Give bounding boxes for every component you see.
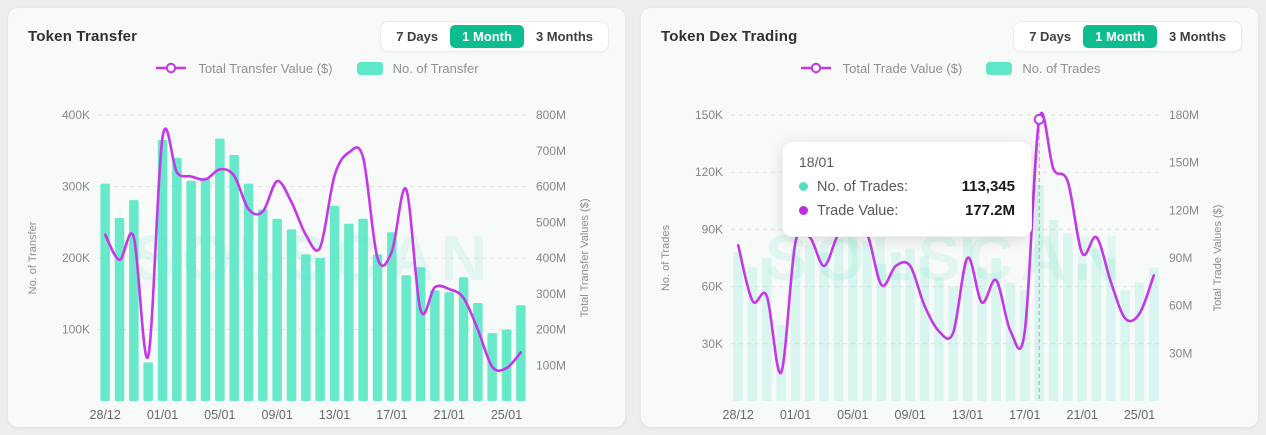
legend-line-label: Total Transfer Value ($)	[198, 60, 333, 76]
svg-text:No. of Transfer: No. of Transfer	[27, 221, 39, 294]
tooltip-row-trades: No. of Trades: 113,345	[799, 178, 1015, 195]
svg-text:400K: 400K	[62, 108, 90, 122]
chart-legend: Total Trade Value ($) No. of Trades	[641, 56, 1258, 80]
tab-3-months[interactable]: 3 Months	[524, 25, 605, 48]
tab-1-month[interactable]: 1 Month	[450, 25, 524, 48]
panel-header: Token Dex Trading 7 Days 1 Month 3 Month…	[641, 8, 1258, 52]
svg-text:100M: 100M	[536, 358, 566, 372]
panel-header: Token Transfer 7 Days 1 Month 3 Months	[8, 8, 625, 52]
svg-text:SOLSCAN: SOLSCAN	[132, 222, 494, 294]
trades-dot-icon	[799, 182, 808, 191]
svg-text:13/01: 13/01	[319, 408, 350, 422]
svg-text:28/12: 28/12	[723, 408, 754, 422]
svg-text:600M: 600M	[536, 180, 566, 194]
bar-legend-marker	[986, 61, 1013, 75]
svg-text:400M: 400M	[536, 251, 566, 265]
svg-text:Total Transfer Values ($): Total Transfer Values ($)	[579, 198, 591, 317]
page-title: Token Dex Trading	[661, 28, 798, 45]
svg-text:60K: 60K	[702, 280, 723, 294]
tab-1-month[interactable]: 1 Month	[1083, 25, 1157, 48]
svg-text:17/01: 17/01	[1009, 408, 1040, 422]
svg-text:180M: 180M	[1169, 108, 1199, 122]
svg-text:500M: 500M	[536, 215, 566, 229]
svg-text:28/12: 28/12	[90, 408, 121, 422]
svg-text:120M: 120M	[1169, 203, 1199, 217]
range-tabs: 7 Days 1 Month 3 Months	[1013, 21, 1242, 52]
svg-text:05/01: 05/01	[204, 408, 235, 422]
svg-text:17/01: 17/01	[376, 408, 407, 422]
tooltip-date: 18/01	[799, 154, 835, 170]
chart-legend: Total Transfer Value ($) No. of Transfer	[8, 56, 625, 80]
token-transfer-chart[interactable]: 100K 200K 300K 400K 100M 200M 300M 400M 500M 600M…	[8, 82, 625, 427]
svg-text:25/01: 25/01	[491, 408, 522, 422]
tab-7-days[interactable]: 7 Days	[384, 25, 450, 48]
svg-text:800M: 800M	[536, 108, 566, 122]
tooltip-value-label: Trade Value:	[817, 202, 899, 219]
svg-text:13/01: 13/01	[952, 408, 983, 422]
svg-text:300M: 300M	[536, 287, 566, 301]
tooltip-value-value: 177.2M	[964, 202, 1015, 219]
svg-text:30K: 30K	[702, 337, 723, 351]
svg-text:700M: 700M	[536, 144, 566, 158]
svg-text:150K: 150K	[695, 108, 723, 122]
svg-text:300K: 300K	[62, 180, 90, 194]
legend-bar-label: No. of Transfer	[392, 60, 479, 76]
svg-text:100K: 100K	[62, 323, 90, 337]
tooltip-trades-value: 113,345	[961, 178, 1015, 195]
svg-text:09/01: 09/01	[895, 408, 926, 422]
tab-7-days[interactable]: 7 Days	[1017, 25, 1083, 48]
svg-text:200K: 200K	[62, 251, 90, 265]
bar-legend-marker	[356, 61, 383, 75]
svg-text:90K: 90K	[702, 222, 723, 236]
svg-text:90M: 90M	[1169, 251, 1192, 265]
trade-value-dot-icon	[799, 206, 808, 215]
token-dex-trading-panel: Token Dex Trading 7 Days 1 Month 3 Month…	[641, 8, 1258, 427]
legend-bar-label: No. of Trades	[1022, 60, 1101, 76]
tab-3-months[interactable]: 3 Months	[1157, 25, 1238, 48]
svg-text:No. of Trades: No. of Trades	[660, 224, 672, 291]
svg-text:05/01: 05/01	[837, 408, 868, 422]
svg-text:21/01: 21/01	[1067, 408, 1098, 422]
chart-tooltip: 18/01 No. of Trades: 113,345 Trade Value…	[782, 141, 1032, 237]
page-title: Token Transfer	[28, 28, 138, 45]
svg-text:01/01: 01/01	[147, 408, 178, 422]
token-dex-trading-chart[interactable]: 30K 60K 90K 120K 150K 30M 60M 90M 120M 150M 180M No…	[641, 82, 1258, 427]
svg-text:09/01: 09/01	[262, 408, 293, 422]
token-transfer-panel: Token Transfer 7 Days 1 Month 3 Months T…	[8, 8, 625, 427]
svg-text:01/01: 01/01	[780, 408, 811, 422]
svg-text:21/01: 21/01	[434, 408, 465, 422]
tooltip-row-value: Trade Value: 177.2M	[799, 202, 1015, 219]
legend-line-label: Total Trade Value ($)	[842, 60, 963, 76]
svg-text:150M: 150M	[1169, 156, 1199, 170]
svg-text:Total Trade Values ($): Total Trade Values ($)	[1212, 205, 1224, 312]
range-tabs: 7 Days 1 Month 3 Months	[380, 21, 609, 52]
svg-text:30M: 30M	[1169, 346, 1192, 360]
tooltip-trades-label: No. of Trades:	[817, 178, 909, 195]
svg-text:60M: 60M	[1169, 299, 1192, 313]
svg-text:25/01: 25/01	[1124, 408, 1155, 422]
line-legend-marker	[156, 62, 187, 74]
line-legend-marker	[800, 62, 831, 74]
svg-text:200M: 200M	[536, 323, 566, 337]
svg-text:120K: 120K	[695, 165, 723, 179]
